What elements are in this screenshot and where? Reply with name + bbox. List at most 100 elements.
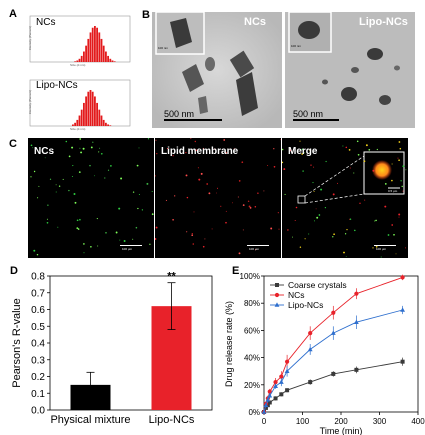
fluorescence-ncs-scale-bar (120, 245, 142, 246)
fluorescent-dot (76, 219, 79, 222)
fluorescent-dot (96, 218, 98, 220)
release-x-tick-label: 400 (411, 417, 425, 426)
fluorescence-merge-scale: 100 μm (376, 247, 387, 251)
dls-bar (83, 102, 85, 126)
fluorescence-merge-scale-bar (374, 245, 396, 246)
fluorescent-dot (284, 193, 286, 195)
fluorescent-dot (46, 218, 48, 220)
fluorescent-dot (233, 148, 236, 150)
fluorescent-dot (83, 243, 85, 245)
fluorescent-dot (77, 228, 80, 230)
fluorescent-dot (278, 228, 280, 230)
fluorescent-dot (310, 164, 312, 166)
fluorescent-dot (282, 148, 284, 151)
dls-bar (111, 60, 114, 62)
fluorescent-dot (242, 229, 244, 231)
pearson-y-tick-label: 0.8 (31, 272, 45, 283)
fluorescent-dot (402, 190, 404, 192)
release-point (265, 403, 270, 408)
tem-ncs-art (152, 12, 282, 128)
fluorescent-dot (79, 218, 81, 221)
fluorescent-dot (346, 228, 348, 231)
fluorescent-dot (92, 141, 94, 143)
pearson-y-tick-label: 0.7 (31, 288, 45, 299)
fluorescent-dot (195, 149, 197, 151)
fluorescence-merge: Merge 0.5 μm 100 μm (282, 138, 408, 258)
fluorescent-dot (332, 193, 335, 196)
fluorescence-lipid-scale-bar (247, 245, 269, 246)
release-y-axis-label: Drug release rate (%) (224, 301, 234, 387)
fluorescent-dot (202, 147, 204, 149)
fluorescent-dot (225, 152, 228, 154)
fluorescent-dot (97, 245, 99, 247)
fluorescent-dot (71, 176, 73, 177)
dls-bar (109, 58, 112, 62)
fluorescent-dot (55, 184, 57, 186)
fluorescent-dot (47, 204, 49, 206)
release-point (308, 331, 313, 336)
fluorescent-dot (55, 191, 57, 193)
fluorescent-dot (32, 147, 34, 149)
fluorescent-dot (194, 140, 196, 143)
fluorescent-dot (303, 152, 305, 154)
fluorescent-dot (208, 192, 211, 195)
fluorescent-dot (223, 139, 226, 141)
fluorescent-dot (397, 157, 399, 159)
dls-bottom-y-text: Intensity (Percent) (28, 89, 33, 115)
release-point (279, 392, 284, 397)
pearson-y-tick-label: 0.1 (31, 389, 45, 400)
release-point (279, 374, 284, 379)
fluorescent-dot (68, 155, 71, 158)
dls-bar (87, 91, 90, 126)
dls-bottom-axis-text: Size (d.nm) (70, 127, 86, 131)
fluorescent-dot (363, 160, 366, 163)
fluorescent-dot (79, 138, 82, 140)
fluorescent-dot (353, 172, 355, 174)
dls-bar (91, 91, 94, 126)
release-point (274, 302, 280, 307)
release-point (261, 409, 267, 414)
tem-ncs-label: NCs (244, 16, 267, 28)
fluorescent-dot (138, 147, 140, 149)
release-y-tick-label: 40% (244, 354, 260, 363)
fluorescent-dot (119, 239, 121, 241)
release-point (400, 307, 405, 312)
release-point (308, 380, 313, 385)
fluorescent-dot (376, 148, 378, 151)
fluorescent-dot (349, 167, 351, 169)
fluorescent-dot (214, 148, 216, 150)
release-point (400, 275, 405, 280)
fluorescent-dot (172, 155, 174, 157)
fluorescent-dot (78, 171, 81, 173)
fluorescent-dot (398, 216, 400, 218)
fluorescent-dot (309, 149, 312, 152)
fluorescent-dot (191, 233, 193, 235)
fluorescent-dot (237, 196, 239, 198)
tem-image-ncs: NCs 500 nm 100 nm (152, 12, 282, 128)
fluorescent-dot (255, 249, 257, 251)
dls-bar (72, 124, 74, 126)
fluorescent-dot (267, 164, 269, 167)
release-point (275, 283, 279, 287)
fluorescence-lipid-scale: 100 μm (249, 247, 260, 251)
dls-bar (100, 115, 103, 126)
pearson-y-tick-label: 0.0 (31, 406, 45, 417)
dls-bar (107, 55, 109, 62)
fluorescent-dot (62, 178, 64, 180)
fluorescent-dot (393, 233, 395, 236)
release-series-line (263, 361, 403, 413)
fluorescence-lipid-dots (155, 138, 281, 255)
panel-a: NCs Lipo-NCs Size (d.nm) Size (d.nm) Int… (26, 14, 134, 131)
dls-bar (96, 102, 98, 126)
fluorescent-dot (398, 213, 401, 216)
fluorescent-dot (313, 166, 315, 168)
fluorescent-dot (71, 146, 74, 149)
fluorescent-dot (384, 183, 387, 185)
dls-bars-bottom (72, 90, 112, 126)
fluorescent-dot (375, 219, 377, 222)
fluorescence-merge-title: Merge (288, 146, 318, 157)
fluorescent-dot (30, 144, 33, 147)
dls-bar (76, 60, 79, 62)
fluorescent-dot (193, 211, 195, 213)
fluorescent-dot (186, 231, 188, 233)
